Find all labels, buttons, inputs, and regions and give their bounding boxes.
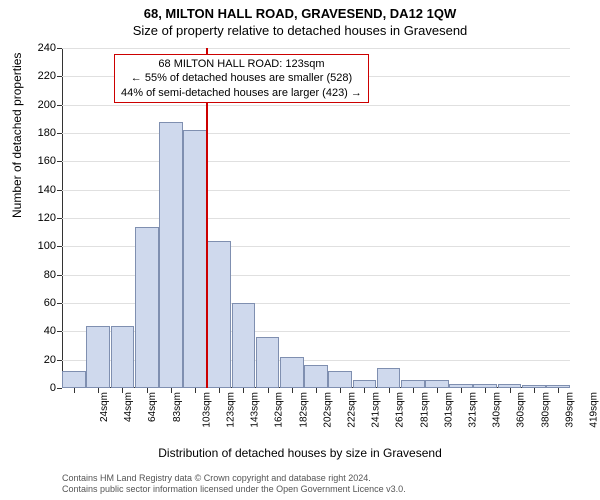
chart-subtitle: Size of property relative to detached ho… [0, 21, 600, 38]
ytick-label: 200 [38, 99, 62, 111]
gridline [62, 190, 570, 191]
xtick-mark [534, 388, 535, 393]
ytick-label: 220 [38, 70, 62, 82]
xtick-label: 301sqm [443, 392, 454, 428]
xtick-label: 143sqm [250, 392, 261, 428]
ytick-label: 120 [38, 212, 62, 224]
xtick-mark [510, 388, 511, 393]
histogram-bar [353, 380, 377, 389]
xtick-label: 44sqm [123, 392, 134, 422]
xtick-mark [243, 388, 244, 393]
ytick-label: 40 [44, 325, 62, 337]
histogram-bar [135, 227, 159, 389]
xtick-label: 24sqm [99, 392, 110, 422]
histogram-bar [377, 368, 401, 388]
ytick-label: 140 [38, 184, 62, 196]
xtick-mark [147, 388, 148, 393]
histogram-bar [328, 371, 352, 388]
xtick-mark [171, 388, 172, 393]
xtick-mark [340, 388, 341, 393]
histogram-bar [62, 371, 86, 388]
xtick-label: 162sqm [274, 392, 285, 428]
footer-line-2: Contains public sector information licen… [62, 484, 406, 496]
gridline [62, 48, 570, 49]
footer-line-1: Contains HM Land Registry data © Crown c… [62, 473, 406, 485]
annotation-line-2: ← 55% of detached houses are smaller (52… [121, 71, 362, 85]
histogram-bar [207, 241, 231, 388]
xtick-label: 419sqm [588, 392, 599, 428]
ytick-label: 80 [44, 269, 62, 281]
xtick-label: 340sqm [492, 392, 503, 428]
xtick-mark [461, 388, 462, 393]
gridline [62, 105, 570, 106]
ytick-label: 180 [38, 127, 62, 139]
histogram-bar [111, 326, 135, 388]
annotation-line-1: 68 MILTON HALL ROAD: 123sqm [121, 57, 362, 71]
xtick-mark [219, 388, 220, 393]
histogram-bar [159, 122, 183, 388]
xtick-label: 103sqm [201, 392, 212, 428]
xtick-mark [558, 388, 559, 393]
xtick-mark [364, 388, 365, 393]
ytick-label: 240 [38, 42, 62, 54]
y-axis-label: Number of detached properties [10, 53, 24, 218]
xtick-label: 261sqm [395, 392, 406, 428]
xtick-label: 222sqm [347, 392, 358, 428]
xtick-label: 182sqm [298, 392, 309, 428]
footer-text: Contains HM Land Registry data © Crown c… [62, 473, 406, 496]
ytick-label: 20 [44, 354, 62, 366]
xtick-mark [292, 388, 293, 393]
xtick-mark [485, 388, 486, 393]
xtick-mark [389, 388, 390, 393]
xtick-label: 83sqm [172, 392, 183, 422]
histogram-bar [401, 380, 425, 389]
histogram-bar [280, 357, 304, 388]
ytick-label: 0 [50, 382, 62, 394]
gridline [62, 161, 570, 162]
chart-plot-area: 02040608010012014016018020022024024sqm44… [62, 48, 570, 388]
ytick-label: 160 [38, 155, 62, 167]
xtick-mark [74, 388, 75, 393]
xtick-mark [98, 388, 99, 393]
histogram-bar [232, 303, 256, 388]
xtick-label: 202sqm [322, 392, 333, 428]
xtick-mark [413, 388, 414, 393]
xtick-mark [316, 388, 317, 393]
xtick-mark [122, 388, 123, 393]
xtick-mark [268, 388, 269, 393]
x-axis-label: Distribution of detached houses by size … [0, 446, 600, 460]
annotation-box: 68 MILTON HALL ROAD: 123sqm ← 55% of det… [114, 54, 369, 103]
xtick-mark [195, 388, 196, 393]
xtick-label: 123sqm [226, 392, 237, 428]
xtick-label: 241sqm [371, 392, 382, 428]
page-title: 68, MILTON HALL ROAD, GRAVESEND, DA12 1Q… [0, 0, 600, 21]
xtick-label: 399sqm [564, 392, 575, 428]
histogram-bar [86, 326, 110, 388]
annotation-line-3: 44% of semi-detached houses are larger (… [121, 86, 362, 100]
xtick-label: 380sqm [540, 392, 551, 428]
gridline [62, 133, 570, 134]
histogram-bar [425, 380, 449, 389]
xtick-label: 64sqm [147, 392, 158, 422]
ytick-label: 60 [44, 297, 62, 309]
xtick-mark [437, 388, 438, 393]
xtick-label: 360sqm [516, 392, 527, 428]
xtick-label: 281sqm [419, 392, 430, 428]
histogram-bar [304, 365, 328, 388]
gridline [62, 218, 570, 219]
histogram-bar [183, 130, 207, 388]
histogram-bar [256, 337, 280, 388]
xtick-label: 321sqm [468, 392, 479, 428]
ytick-label: 100 [38, 240, 62, 252]
